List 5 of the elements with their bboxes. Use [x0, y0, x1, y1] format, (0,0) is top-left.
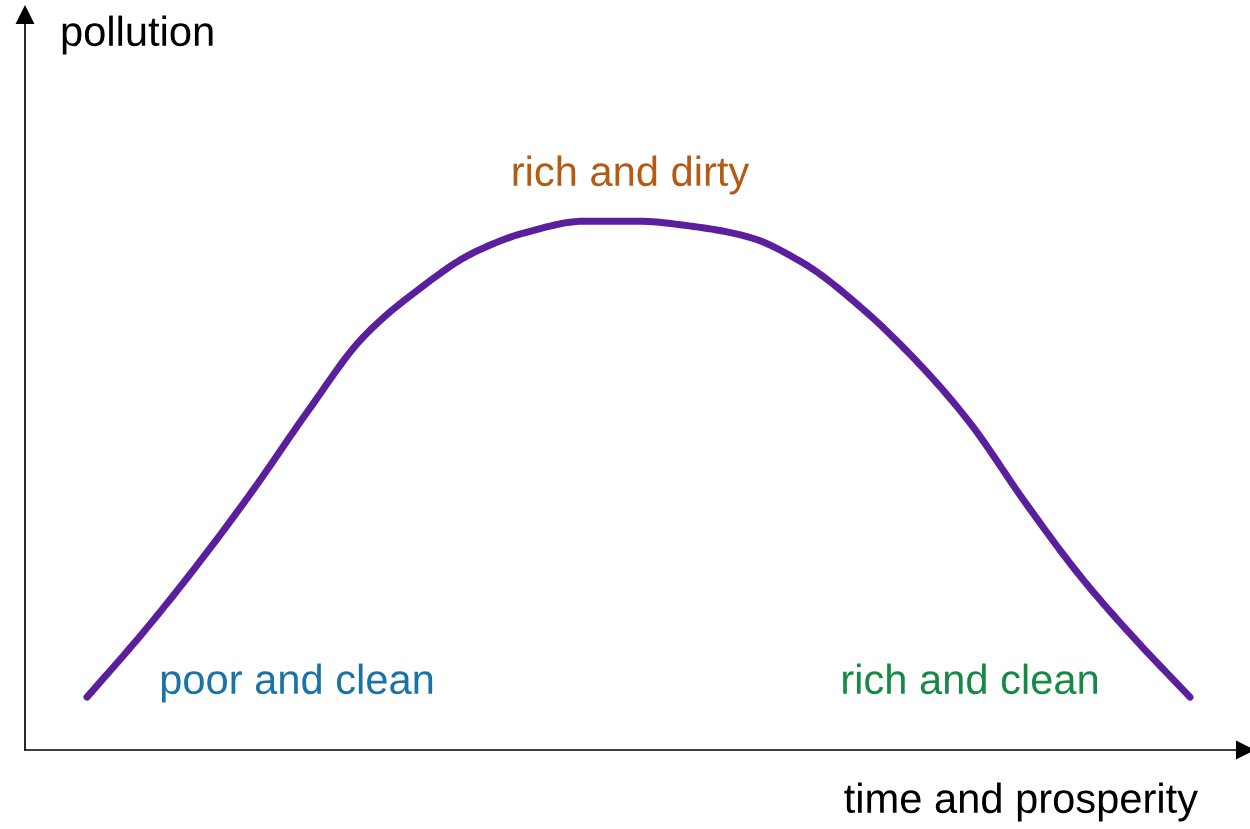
y-axis-title: pollution [62, 15, 213, 55]
x-axis-title: time and prosperity [844, 782, 1198, 822]
annotation: rich and clean [843, 663, 1098, 695]
text: rich and dirty [513, 155, 750, 195]
annotation: poor and clean [161, 663, 433, 703]
